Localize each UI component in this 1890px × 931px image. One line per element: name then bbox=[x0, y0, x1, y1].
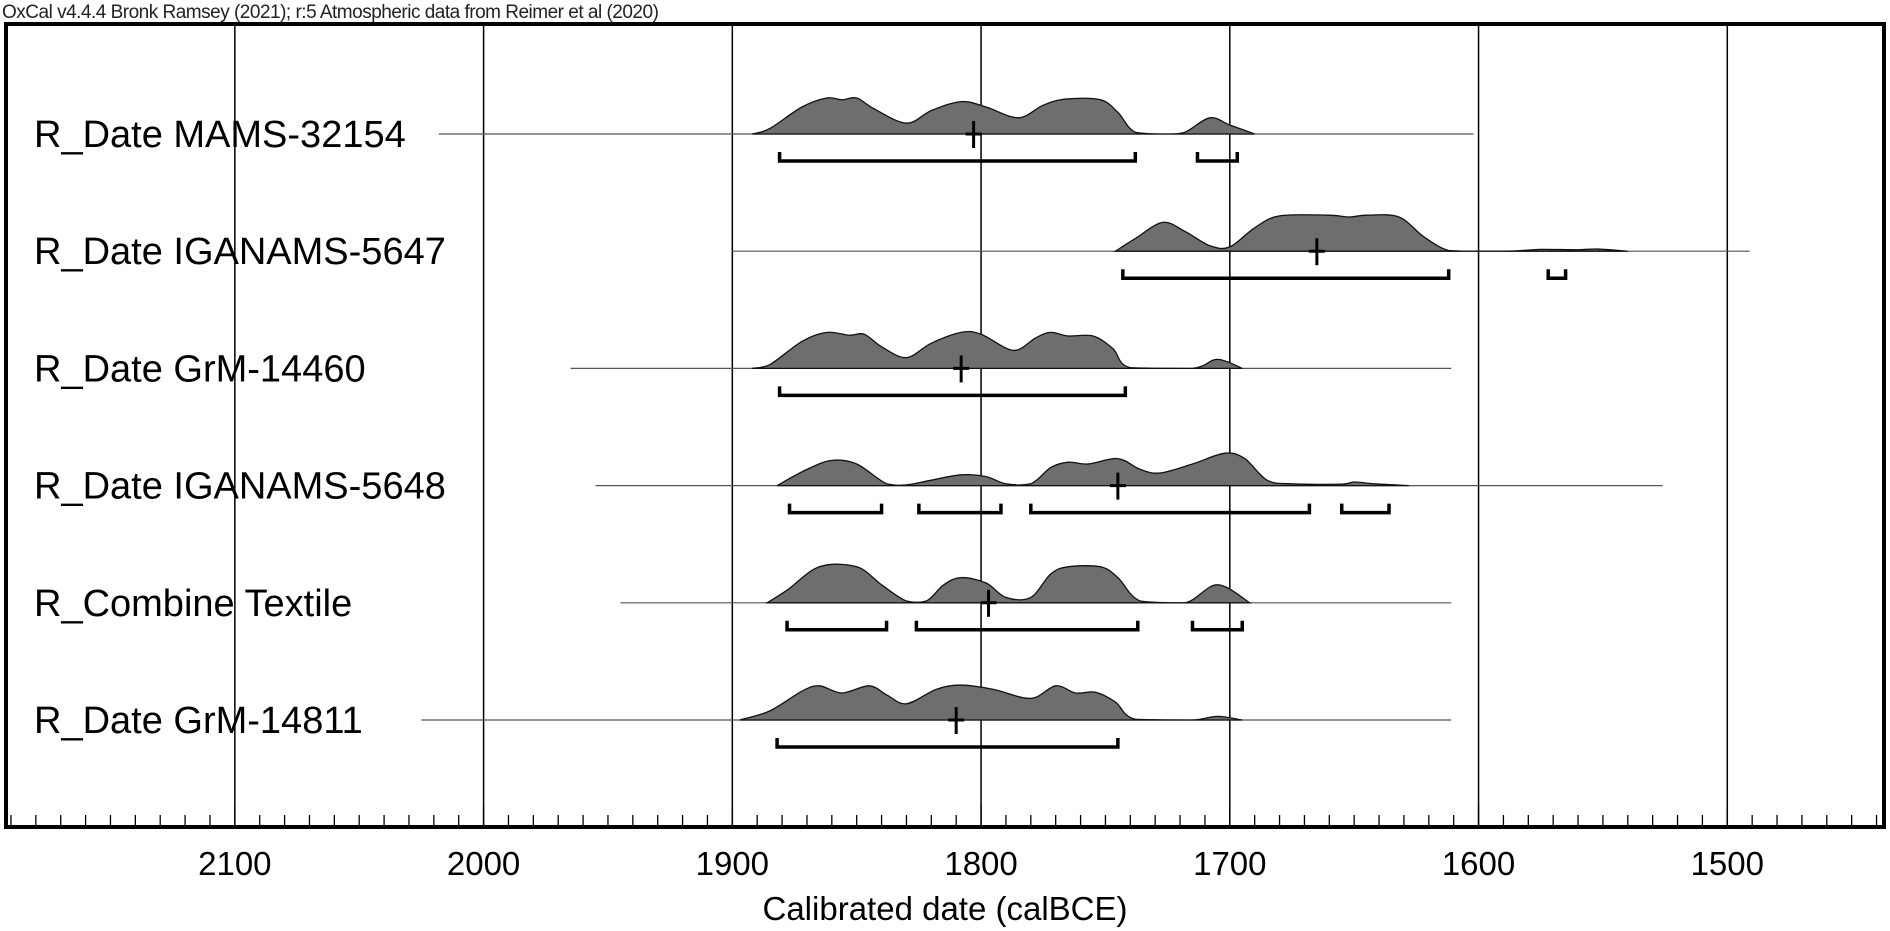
row-4: R_Date IGANAMS-5648 bbox=[34, 452, 1663, 515]
probability-distribution bbox=[739, 684, 1243, 721]
row-6: R_Date GrM-14811 bbox=[34, 684, 1452, 749]
row-label: R_Date IGANAMS-5647 bbox=[34, 231, 446, 273]
range-bracket bbox=[1190, 620, 1244, 632]
range-bracket bbox=[1121, 269, 1451, 280]
plot-frame bbox=[4, 22, 1886, 829]
x-tick-label: 2000 bbox=[447, 845, 520, 882]
probability-distribution bbox=[1113, 214, 1628, 252]
range-bracket bbox=[775, 738, 1120, 749]
range-bracket bbox=[1339, 503, 1391, 515]
probability-distribution bbox=[776, 452, 1409, 487]
x-tick-label: 1700 bbox=[1193, 845, 1266, 882]
x-tick-label: 2100 bbox=[198, 845, 271, 882]
row-label: R_Date MAMS-32154 bbox=[34, 114, 406, 156]
x-tick-label: 1900 bbox=[696, 845, 769, 882]
row-label: R_Date IGANAMS-5648 bbox=[34, 466, 446, 508]
range-bracket bbox=[777, 386, 1128, 398]
range-bracket bbox=[914, 620, 1140, 632]
range-bracket bbox=[785, 620, 889, 632]
row-5: R_Combine Textile bbox=[34, 563, 1452, 632]
x-axis-label: Calibrated date (calBCE) bbox=[763, 890, 1128, 927]
probability-distribution bbox=[752, 330, 1243, 370]
row-label: R_Date GrM-14811 bbox=[34, 700, 363, 742]
probability-distribution bbox=[752, 96, 1255, 135]
range-bracket bbox=[1029, 503, 1312, 515]
range-bracket bbox=[787, 503, 884, 515]
x-tick-label: 1800 bbox=[944, 845, 1017, 882]
chart-header: OxCal v4.4.4 Bronk Ramsey (2021); r:5 At… bbox=[2, 2, 659, 23]
probability-distribution bbox=[764, 563, 1253, 604]
row-1: R_Date MAMS-32154 bbox=[34, 96, 1474, 163]
x-tick-label: 1500 bbox=[1691, 845, 1764, 882]
range-bracket bbox=[1546, 269, 1568, 280]
x-tick-label: 1600 bbox=[1442, 845, 1515, 882]
row-label: R_Combine Textile bbox=[34, 583, 352, 625]
row-label: R_Date GrM-14460 bbox=[34, 348, 366, 390]
range-bracket bbox=[917, 503, 1003, 515]
row-2: R_Date IGANAMS-5647 bbox=[34, 214, 1750, 280]
range-bracket bbox=[1195, 152, 1240, 163]
row-3: R_Date GrM-14460 bbox=[34, 330, 1452, 398]
range-bracket bbox=[777, 152, 1138, 163]
